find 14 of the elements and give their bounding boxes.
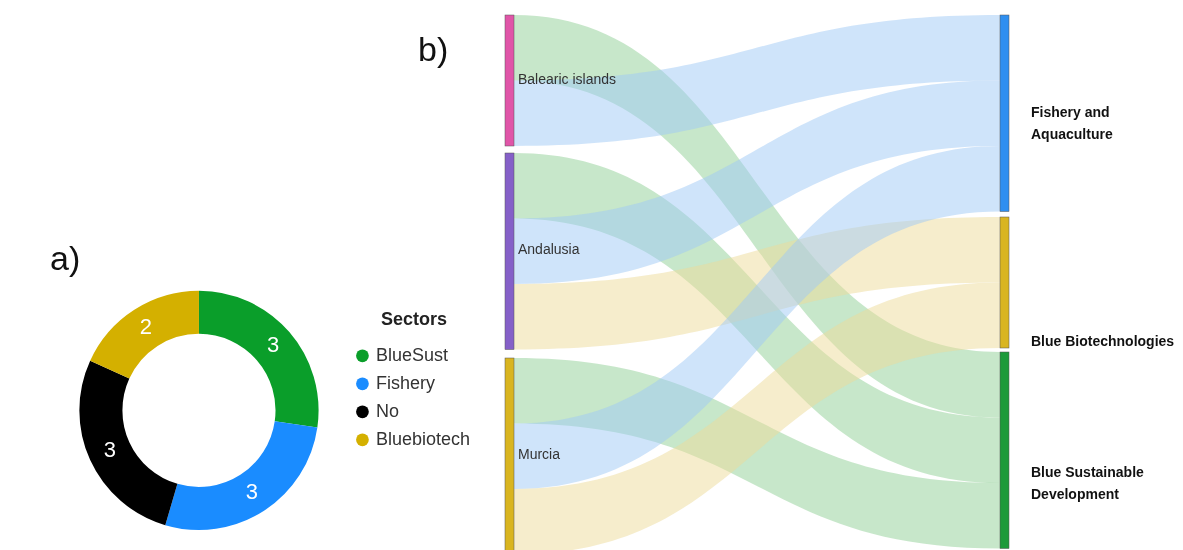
text: Blue Sustainable Development [1031, 463, 1145, 504]
legend-label: BlueSust [375, 344, 448, 365]
legend-label: Bluebiotech [375, 428, 471, 449]
data-label: 3 [103, 437, 116, 463]
chart-title: a) [50, 238, 81, 277]
data-label: 3 [266, 332, 280, 358]
legend-title: Sectors [380, 309, 447, 330]
text: Blue Biotechnologies [1031, 332, 1176, 351]
legend-label: Fishery [375, 372, 435, 393]
text: Fishery and Aquaculture [1031, 103, 1114, 144]
legend-label: No [375, 400, 399, 421]
data-label: 2 [139, 313, 153, 339]
data-label: 3 [245, 478, 259, 504]
text: b) [418, 30, 449, 69]
